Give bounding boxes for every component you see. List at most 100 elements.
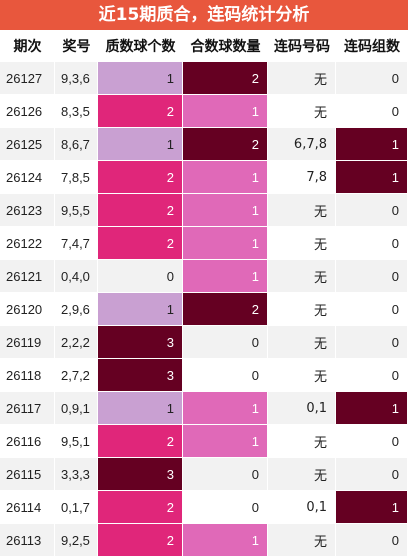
table-cell: 9,5,1 [55,425,98,458]
table-cell: 1 [336,128,408,161]
table-cell: 无 [268,425,336,458]
table-cell: 0 [336,425,408,458]
table-cell: 0 [183,359,268,392]
table-row: 26116 9,5,1 2 1 无 0 [0,425,408,458]
table-cell: 9,3,6 [55,62,98,95]
table-cell: 0 [336,458,408,491]
table-cell: 2 [98,227,183,260]
table-cell: 7,4,7 [55,227,98,260]
table-cell: 无 [268,194,336,227]
table-cell: 1 [183,260,268,293]
table-cell: 1 [183,524,268,557]
table-cell: 无 [268,62,336,95]
table-cell: 1 [183,425,268,458]
table-cell: 26121 [0,260,55,293]
table-row: 26118 2,7,2 3 0 无 0 [0,359,408,392]
table-cell: 2 [183,293,268,326]
table-cell: 2 [183,62,268,95]
table-cell: 26115 [0,458,55,491]
table-cell: 3,3,3 [55,458,98,491]
table-cell: 2 [183,128,268,161]
table-cell: 6,7,8 [268,128,336,161]
table-cell: 0 [336,293,408,326]
table-cell: 9,2,5 [55,524,98,557]
table-cell: 8,3,5 [55,95,98,128]
table-row: 26115 3,3,3 3 0 无 0 [0,458,408,491]
table-cell: 0,1 [268,392,336,425]
table-cell: 1 [98,62,183,95]
table-row: 26122 7,4,7 2 1 无 0 [0,227,408,260]
table-cell: 1 [98,128,183,161]
header-cell: 连码组数 [344,39,400,55]
table-cell: 1 [336,161,408,194]
table-cell: 无 [268,95,336,128]
table-row: 26121 0,4,0 0 1 无 0 [0,260,408,293]
table-cell: 1 [183,161,268,194]
table-cell: 26127 [0,62,55,95]
table-cell: 26117 [0,392,55,425]
table-cell: 26119 [0,326,55,359]
table-cell: 26124 [0,161,55,194]
table-cell: 无 [268,359,336,392]
table-cell: 无 [268,458,336,491]
table-cell: 无 [268,227,336,260]
header-cell: 合数球数量 [190,39,261,55]
table-cell: 0 [336,326,408,359]
table-cell: 26123 [0,194,55,227]
table-row: 26113 9,2,5 2 1 无 0 [0,524,408,557]
table-cell: 2 [98,524,183,557]
table-cell: 0,4,0 [55,260,98,293]
table-cell: 0,9,1 [55,392,98,425]
table-cell: 7,8,5 [55,161,98,194]
table-cell: 0,1,7 [55,491,98,524]
table-cell: 1 [98,293,183,326]
header-cell: 奖号 [62,39,91,55]
table-cell: 2 [98,161,183,194]
table-row: 26123 9,5,5 2 1 无 0 [0,194,408,227]
header-row: 期次 奖号 质数球个数 合数球数量 连码号码 连码组数 [0,30,408,62]
table-cell: 0 [183,326,268,359]
table-cell: 1 [336,491,408,524]
table-cell: 26116 [0,425,55,458]
table-cell: 无 [268,293,336,326]
table-row: 26126 8,3,5 2 1 无 0 [0,95,408,128]
table-row: 26119 2,2,2 3 0 无 0 [0,326,408,359]
table-row: 26117 0,9,1 1 1 0,1 1 [0,392,408,425]
table-cell: 1 [336,392,408,425]
table-row: 26120 2,9,6 1 2 无 0 [0,293,408,326]
table-cell: 3 [98,359,183,392]
table-cell: 0 [336,359,408,392]
table-cell: 无 [268,524,336,557]
table-cell: 0 [336,194,408,227]
header-cell: 质数球个数 [105,39,176,55]
table-cell: 0 [183,458,268,491]
table-row: 26125 8,6,7 1 2 6,7,8 1 [0,128,408,161]
table-cell: 2,7,2 [55,359,98,392]
table-cell: 2 [98,194,183,227]
table-cell: 0 [336,524,408,557]
title: 近15期质合，连码统计分析 [0,0,408,30]
table-cell: 26125 [0,128,55,161]
table-cell: 0 [336,260,408,293]
table-cell: 26118 [0,359,55,392]
header-cell: 期次 [13,39,42,55]
table-cell: 2 [98,95,183,128]
table-row: 26124 7,8,5 2 1 7,8 1 [0,161,408,194]
table-row: 26114 0,1,7 2 0 0,1 1 [0,491,408,524]
table-cell: 26126 [0,95,55,128]
table-cell: 8,6,7 [55,128,98,161]
table-cell: 0 [336,95,408,128]
table-cell: 1 [183,194,268,227]
stats-table: 期次 奖号 质数球个数 合数球数量 连码号码 连码组数 26127 9,3,6 1 2 无 0 261… [0,30,408,557]
table-row: 26127 9,3,6 1 2 无 0 [0,62,408,95]
table-cell: 3 [98,326,183,359]
header-cell: 连码号码 [274,39,330,55]
table-cell: 0 [336,62,408,95]
table-cell: 26113 [0,524,55,557]
table-cell: 26122 [0,227,55,260]
table-cell: 7,8 [268,161,336,194]
table-cell: 1 [98,392,183,425]
table-cell: 9,5,5 [55,194,98,227]
table-cell: 2 [98,425,183,458]
